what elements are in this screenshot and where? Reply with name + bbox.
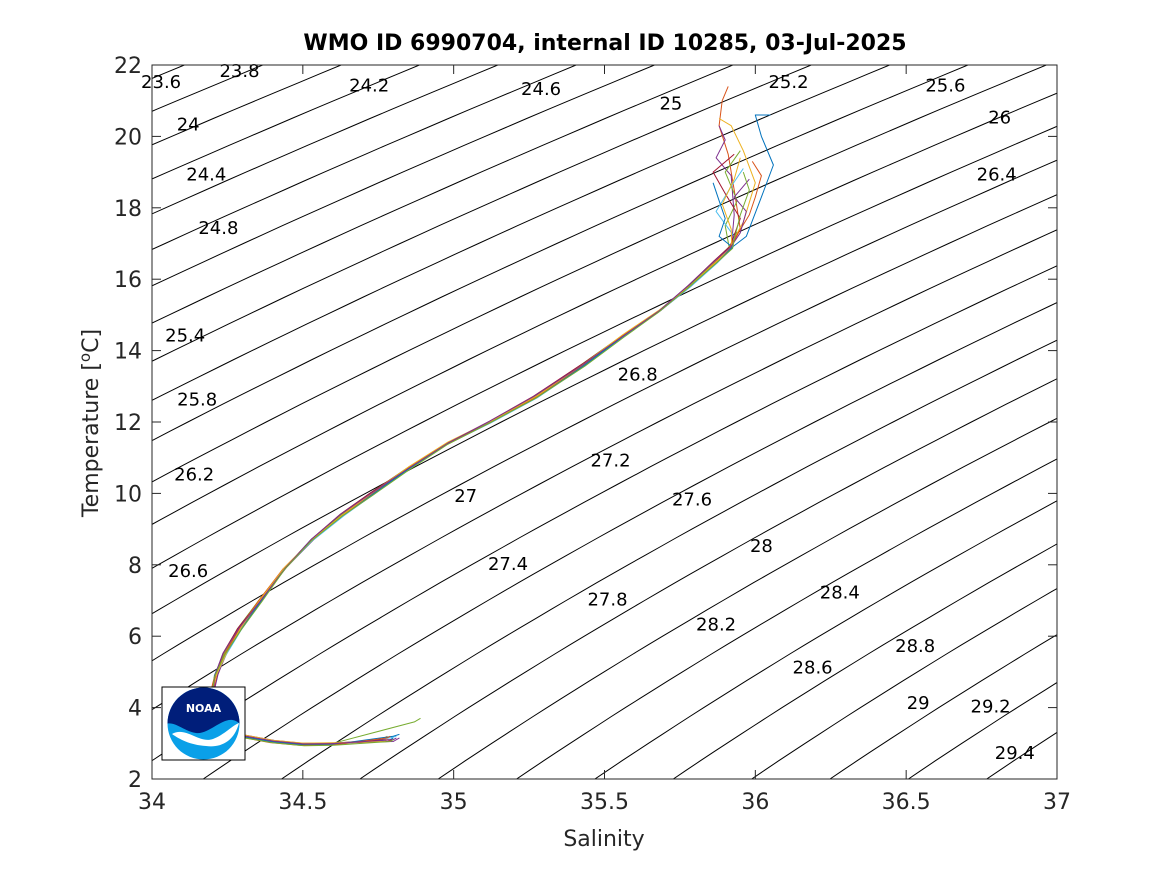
isopycnal-label: 23.6 xyxy=(141,72,181,93)
isopycnal-line xyxy=(152,92,1057,525)
isopycnal-label: 25.6 xyxy=(925,75,965,96)
isopycnal-label: 29 xyxy=(907,693,930,714)
y-tick-label: 6 xyxy=(128,625,142,650)
y-tick-label: 2 xyxy=(128,768,142,793)
y-tick-label: 14 xyxy=(114,340,142,365)
x-tick-label: 35 xyxy=(440,790,468,815)
isopycnal-label: 24.2 xyxy=(349,75,389,96)
plot-area xyxy=(152,65,1057,779)
noaa-logo-text: NOAA xyxy=(186,702,222,715)
y-axis-label-main: Temperature [ xyxy=(79,362,104,518)
isopycnal-line xyxy=(152,65,813,362)
isopycnal-label: 28 xyxy=(750,536,773,557)
isopycnal-labels: 23.6 23.8 24 24.2 24.4 24.6 24.8 25 25.2 25.4 25.6… xyxy=(141,61,1035,764)
x-tick-label: 36 xyxy=(741,790,769,815)
y-tick-label: 16 xyxy=(114,268,142,293)
isopycnal-line xyxy=(152,65,500,215)
x-tick-label: 37 xyxy=(1043,790,1071,815)
isopycnal-label: 25.2 xyxy=(768,72,808,93)
y-tick-label: 12 xyxy=(114,411,142,436)
isopycnal-line xyxy=(152,65,735,324)
isopycnal-line xyxy=(152,65,1048,483)
isopycnal-label: 29.4 xyxy=(995,743,1035,764)
noaa-logo-sky xyxy=(167,687,240,734)
isopycnal-line xyxy=(594,500,1057,779)
isopycnal-label: 26.6 xyxy=(168,561,208,582)
isopycnal-label: 26.4 xyxy=(977,165,1017,186)
isopycnal-label: 26.8 xyxy=(618,365,658,386)
isopycnal-label: 24.8 xyxy=(198,218,238,239)
y-axis-label-unit: C] xyxy=(79,329,104,353)
x-axis-label: Salinity xyxy=(563,827,644,852)
isopycnal-label: 25.8 xyxy=(177,390,217,411)
x-tick-label: 35.5 xyxy=(580,790,629,815)
isopycnal-label: 26.2 xyxy=(174,465,214,486)
isopycnal-label: 28.8 xyxy=(895,636,935,657)
isopycnal-line xyxy=(202,301,1057,779)
y-axis-label: Temperature [oC] xyxy=(76,329,104,518)
isopycnal-label: 29.2 xyxy=(971,697,1011,718)
isopycnal-label: 28.6 xyxy=(793,657,833,678)
x-axis-ticks: 34 34.5 35 35.5 36 36.5 37 xyxy=(138,65,1071,815)
isopycnal-line xyxy=(750,587,1057,779)
y-tick-label: 18 xyxy=(114,197,142,222)
isopycnal-line xyxy=(152,159,1057,615)
isopycnal-line xyxy=(152,65,656,287)
isopycnal-label: 27 xyxy=(454,486,477,507)
y-tick-label: 10 xyxy=(114,482,142,507)
y-tick-label: 8 xyxy=(128,554,142,579)
isopycnal-label: 28.4 xyxy=(820,582,860,603)
isopycnal-label: 27.4 xyxy=(488,554,528,575)
isopycnal-line xyxy=(515,458,1057,779)
noaa-logo-wave xyxy=(172,723,239,747)
x-tick-label: 36.5 xyxy=(882,790,931,815)
isopycnal-line xyxy=(152,65,421,180)
isopycnal-line xyxy=(152,65,970,442)
isopycnal-line xyxy=(359,378,1057,779)
chart-title: WMO ID 6990704, internal ID 10285, 03-Ju… xyxy=(303,31,906,56)
isopycnal-line xyxy=(152,65,343,146)
isopycnal-label: 24.4 xyxy=(186,165,226,186)
isopycnal-label: 27.8 xyxy=(587,590,627,611)
isopycnal-line xyxy=(907,681,1057,779)
isopycnal-line xyxy=(152,194,1057,662)
x-tick-label: 34 xyxy=(138,790,166,815)
x-tick-label: 34.5 xyxy=(278,790,327,815)
isopycnal-label: 28.2 xyxy=(696,615,736,636)
isopycnal-line xyxy=(152,65,578,251)
y-tick-label: 4 xyxy=(128,697,142,722)
isopycnal-line xyxy=(152,65,891,401)
isopycnal-label: 25.4 xyxy=(165,325,205,346)
isopycnal-label: 27.6 xyxy=(672,490,712,511)
isopycnal-label: 26 xyxy=(988,108,1011,129)
isopycnal-label: 23.8 xyxy=(219,61,259,82)
y-tick-label: 22 xyxy=(114,54,142,79)
isopycnal-label: 27.2 xyxy=(590,450,630,471)
isopycnal-label: 24 xyxy=(177,115,200,136)
isopycnal-line xyxy=(152,125,1057,569)
y-tick-label: 20 xyxy=(114,125,142,150)
isopycnal-line xyxy=(280,339,1057,779)
noaa-logo: NOAA xyxy=(161,686,246,761)
y-axis-label-superscript: o xyxy=(76,353,94,362)
isopycnal-line xyxy=(672,543,1057,779)
isopycnal-label: 24.6 xyxy=(521,79,561,100)
isopycnal-label: 25 xyxy=(659,93,682,114)
isopycnal-line xyxy=(829,634,1057,779)
